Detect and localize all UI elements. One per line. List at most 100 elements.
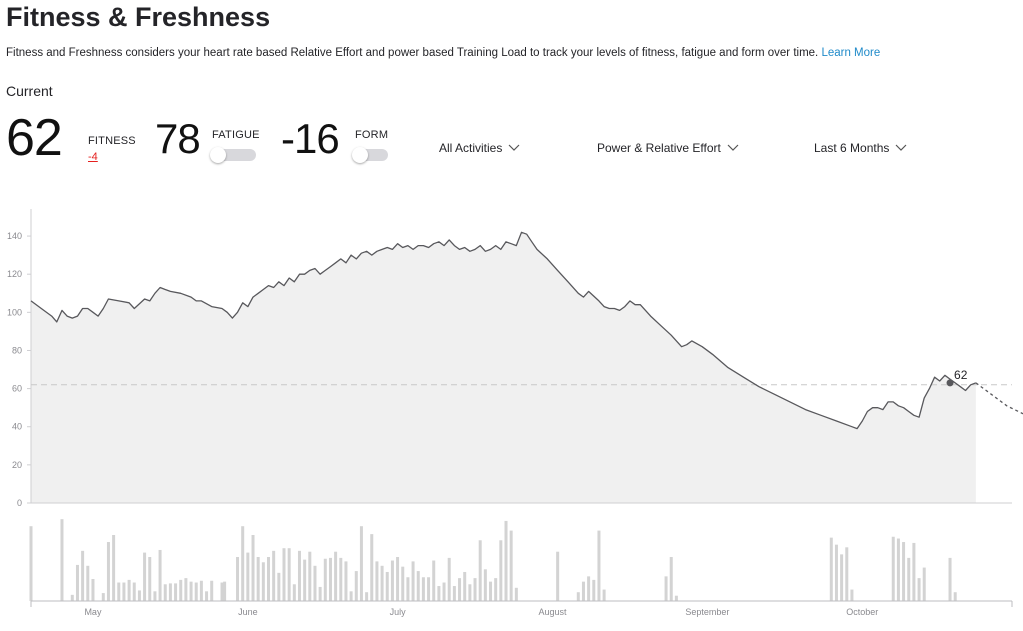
activity-bar — [308, 551, 312, 601]
activity-bar — [223, 581, 227, 601]
fatigue-value: 78 — [155, 115, 201, 162]
activity-bar — [127, 579, 131, 601]
fitness-chart[interactable]: 0 20 40 60 80 100 120 140 62 May June July August Sep… — [0, 195, 1023, 631]
range-dropdown-label: Last 6 Months — [814, 141, 890, 155]
activity-bar — [375, 561, 379, 601]
activity-bar — [452, 586, 456, 601]
activity-bar — [390, 560, 394, 601]
toggle-knob — [210, 147, 226, 163]
activity-bar — [953, 592, 957, 601]
y-tick-label: 140 — [7, 231, 22, 241]
activity-bar — [143, 552, 147, 601]
activity-bar — [148, 557, 152, 601]
activity-bar — [902, 542, 906, 601]
activity-bar — [891, 536, 895, 601]
y-tick-label: 0 — [17, 498, 22, 508]
activity-bar — [556, 551, 560, 601]
activity-bar — [122, 582, 126, 601]
y-tick-label: 60 — [12, 384, 22, 394]
chevron-down-icon — [508, 144, 520, 151]
activity-bar — [509, 530, 513, 601]
activity-bar — [220, 582, 224, 601]
learn-more-link[interactable]: Learn More — [821, 47, 881, 59]
fatigue-label: FATIGUE — [212, 129, 260, 141]
activity-bar — [896, 538, 900, 601]
activity-bar — [328, 557, 332, 601]
activities-dropdown-label: All Activities — [439, 141, 503, 155]
activity-bar — [411, 561, 415, 601]
activity-bar — [592, 579, 596, 601]
activity-bar — [664, 576, 668, 601]
activity-bar — [153, 591, 157, 601]
current-value-marker — [946, 379, 954, 387]
activity-bar — [499, 540, 503, 601]
activity-bar — [829, 537, 833, 601]
range-dropdown[interactable]: Last 6 Months — [814, 141, 907, 155]
activity-bar — [189, 581, 193, 601]
activities-dropdown[interactable]: All Activities — [439, 141, 520, 155]
activity-bar — [834, 544, 838, 601]
fitness-label: FITNESS — [88, 135, 136, 147]
activity-bar — [432, 560, 436, 601]
form-label: FORM — [355, 129, 389, 141]
activity-bar — [463, 571, 467, 601]
activity-bar — [106, 542, 110, 601]
activity-bar — [581, 581, 585, 601]
activity-bar — [318, 586, 322, 601]
x-month-label: October — [846, 607, 878, 617]
activity-bar — [597, 530, 601, 601]
activity-bar — [205, 591, 209, 601]
activity-bar — [236, 557, 240, 601]
x-month-label: May — [84, 607, 102, 617]
activity-bar — [504, 520, 508, 601]
activity-bar — [365, 592, 369, 601]
fitness-line — [30, 231, 977, 430]
activity-bar — [323, 558, 327, 601]
activity-bar — [473, 578, 477, 601]
activity-bar — [132, 582, 136, 601]
activity-bar — [845, 547, 849, 601]
activity-bar — [313, 565, 317, 601]
activity-bar — [194, 582, 198, 601]
activity-bar — [60, 519, 64, 601]
activity-bar — [277, 572, 281, 601]
activity-bar — [86, 565, 90, 601]
activity-bar — [117, 582, 121, 601]
activity-bar — [163, 584, 167, 601]
activity-bar — [272, 550, 276, 601]
activity-bar — [478, 540, 482, 601]
activity-bar — [359, 526, 363, 601]
activity-bar — [427, 577, 431, 601]
activity-bar — [241, 526, 245, 601]
activity-bar — [303, 559, 307, 601]
activity-bar — [401, 566, 405, 601]
fitness-delta[interactable]: -4 — [88, 151, 98, 163]
y-tick-label: 120 — [7, 269, 22, 279]
activity-bar — [494, 578, 498, 601]
activity-bar — [168, 583, 172, 601]
activity-bar — [256, 557, 260, 601]
activity-bar — [282, 548, 286, 601]
x-month-label: August — [538, 607, 567, 617]
activity-bar — [385, 571, 389, 601]
activity-bar — [349, 591, 353, 601]
activity-bar — [137, 590, 141, 601]
activity-bar — [442, 582, 446, 601]
source-dropdown[interactable]: Power & Relative Effort — [597, 141, 739, 155]
activity-bar — [850, 589, 854, 601]
fatigue-toggle[interactable] — [210, 147, 256, 163]
activity-bar — [158, 549, 162, 601]
activity-bar — [267, 557, 271, 601]
activity-bar — [840, 554, 844, 601]
activity-bar — [669, 557, 673, 601]
activity-bar — [370, 534, 374, 601]
form-toggle[interactable] — [352, 147, 388, 163]
activity-bar — [251, 535, 255, 601]
chevron-down-icon — [895, 144, 907, 151]
activity-bar — [421, 577, 425, 601]
activity-bar — [468, 584, 472, 601]
activity-bar — [437, 586, 441, 601]
fitness-area — [31, 232, 976, 504]
fitness-value: 62 — [6, 109, 63, 167]
activity-bar — [261, 562, 265, 601]
